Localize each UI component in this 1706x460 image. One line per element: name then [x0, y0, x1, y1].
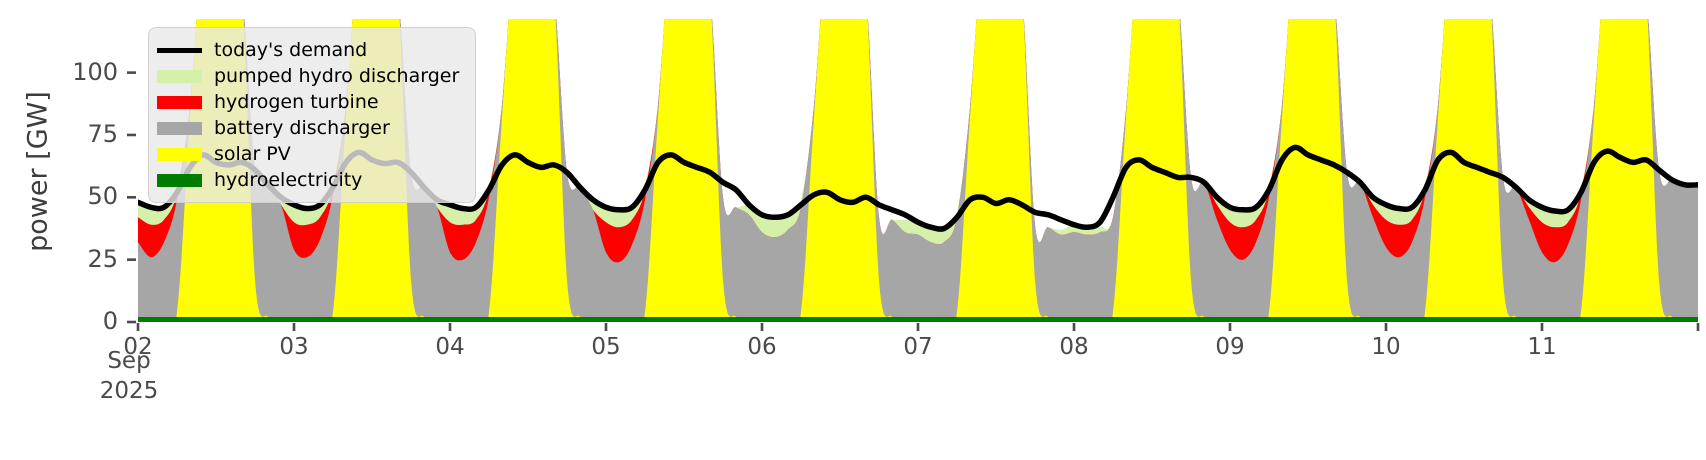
legend-swatch-pumped-hydro-discharger: [157, 69, 202, 83]
plot-area: [138, 19, 1698, 322]
x-tick-label: 06: [747, 334, 777, 360]
x-tick-label: 02: [123, 334, 153, 360]
x-tick-label: 08: [1059, 334, 1089, 360]
x-tick-label: 09: [1215, 334, 1245, 360]
x-tick-label: 11: [1527, 334, 1557, 360]
y-tick-label: 0: [102, 307, 118, 335]
y-tick-label: 100: [72, 57, 118, 86]
legend-item: solar PV: [157, 141, 459, 167]
y-tick-label: 50: [87, 182, 118, 211]
legend-label: hydrogen turbine: [214, 91, 379, 113]
x-tick-label: 04: [435, 334, 465, 360]
x-axis-date-label: Sep 2025: [88, 346, 170, 406]
legend-item: pumped hydro discharger: [157, 63, 459, 89]
x-tick-label: 07: [903, 334, 933, 360]
legend-label: solar PV: [214, 143, 291, 165]
legend-item: hydroelectricity: [157, 167, 459, 193]
area-hydroelectricity: [138, 317, 1698, 322]
legend-item: hydrogen turbine: [157, 89, 459, 115]
legend-label: today's demand: [214, 39, 368, 61]
y-tick-label: 75: [87, 119, 118, 148]
legend-item: today's demand: [157, 37, 459, 63]
area-solar-PV: [138, 19, 1698, 322]
x-tick-label: 05: [591, 334, 621, 360]
legend: today's demand pumped hydro discharger hyd…: [148, 27, 477, 203]
legend-label: battery discharger: [214, 117, 390, 139]
tick-marks: [127, 71, 1700, 331]
legend-swatch-hydrogen-turbine: [157, 95, 202, 109]
legend-swatch-today-s-demand: [157, 47, 202, 53]
legend-item: battery discharger: [157, 115, 459, 141]
legend-label: pumped hydro discharger: [214, 65, 460, 87]
legend-swatch-hydroelectricity: [157, 173, 202, 187]
y-axis-label: power [GW]: [22, 91, 54, 252]
legend-swatch-solar-PV: [157, 147, 202, 161]
y-tick-label: 25: [87, 244, 118, 273]
legend-label: hydroelectricity: [214, 169, 363, 191]
x-tick-label: 10: [1371, 334, 1401, 360]
legend-swatch-battery-discharger: [157, 121, 202, 135]
x-axis-month-label: Sep: [107, 348, 151, 374]
x-axis-year-label: 2025: [99, 378, 159, 404]
x-tick-label: 03: [279, 334, 309, 360]
